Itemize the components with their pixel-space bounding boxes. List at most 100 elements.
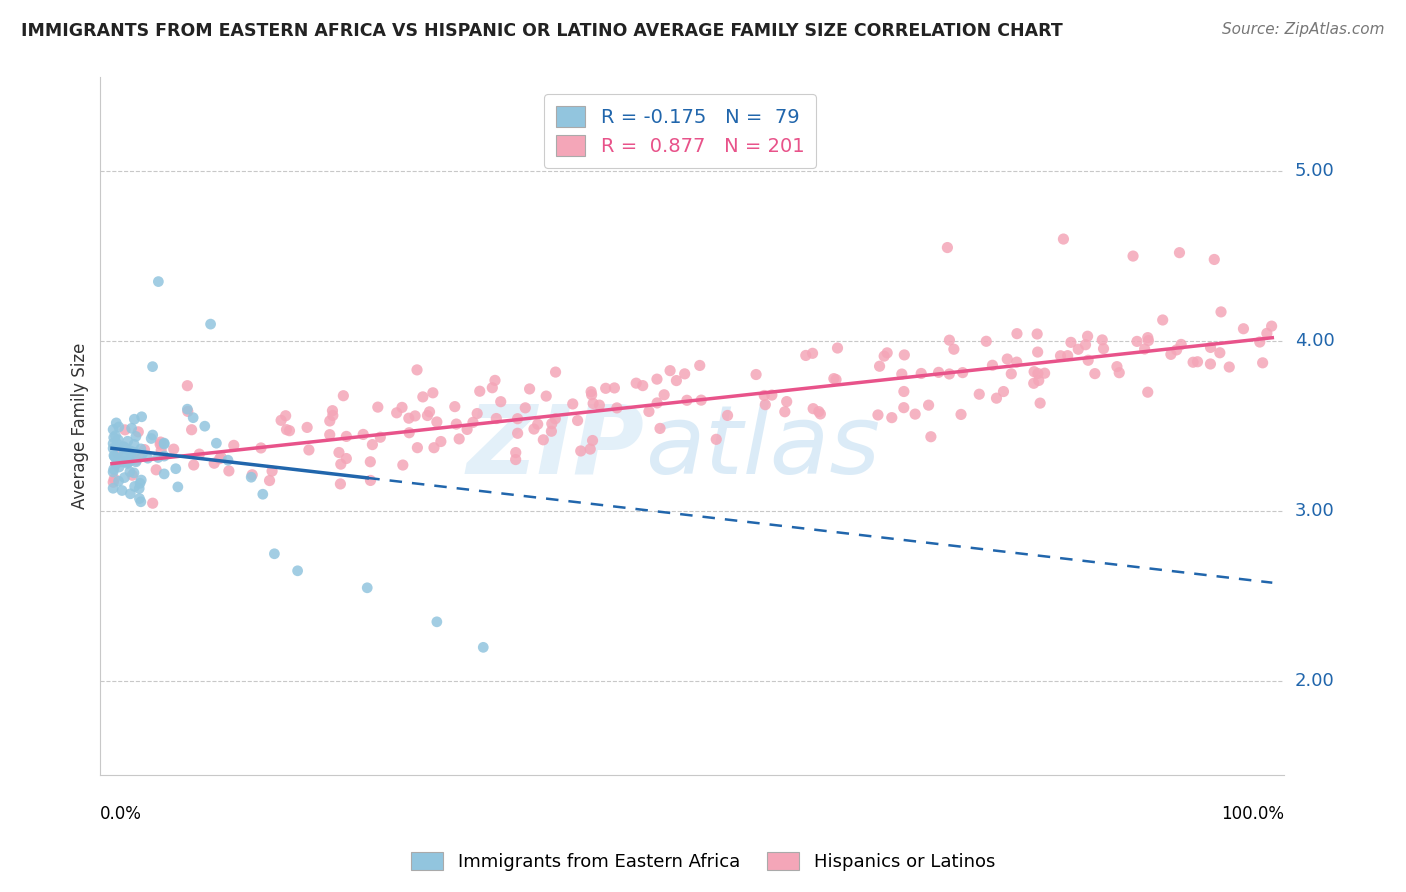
- Point: [359, 455, 381, 469]
- Point: [938, 367, 960, 381]
- Point: [142, 428, 165, 442]
- Point: [1022, 376, 1045, 391]
- Point: [1005, 355, 1028, 369]
- Point: [1000, 367, 1022, 381]
- Point: [1033, 366, 1056, 380]
- Point: [129, 473, 152, 487]
- Point: [188, 447, 211, 461]
- Point: [146, 450, 169, 465]
- Point: [952, 366, 974, 380]
- Point: [1249, 334, 1271, 349]
- Point: [153, 449, 176, 463]
- Point: [567, 413, 589, 427]
- Point: [1049, 349, 1071, 363]
- Point: [356, 581, 378, 595]
- Point: [801, 346, 824, 360]
- Point: [1026, 367, 1049, 381]
- Point: [218, 464, 240, 478]
- Point: [136, 451, 159, 466]
- Point: [149, 437, 172, 451]
- Text: 5.00: 5.00: [1295, 162, 1334, 180]
- Point: [534, 389, 557, 403]
- Point: [115, 442, 138, 456]
- Point: [761, 388, 783, 402]
- Point: [648, 421, 671, 435]
- Point: [274, 409, 297, 423]
- Point: [904, 407, 927, 421]
- Point: [111, 450, 134, 465]
- Point: [689, 359, 711, 373]
- Point: [108, 420, 131, 434]
- Point: [385, 406, 408, 420]
- Point: [1026, 326, 1049, 341]
- Point: [1026, 345, 1049, 359]
- Text: atlas: atlas: [645, 401, 880, 493]
- Point: [329, 477, 352, 491]
- Point: [631, 378, 654, 392]
- Point: [391, 401, 413, 415]
- Text: Source: ZipAtlas.com: Source: ZipAtlas.com: [1222, 22, 1385, 37]
- Point: [367, 400, 389, 414]
- Point: [335, 429, 357, 443]
- Point: [515, 401, 537, 415]
- Point: [484, 373, 506, 387]
- Point: [638, 404, 661, 418]
- Point: [129, 442, 152, 456]
- Text: ZIP: ZIP: [467, 401, 645, 493]
- Point: [176, 402, 198, 417]
- Point: [423, 441, 446, 455]
- Point: [1052, 232, 1074, 246]
- Point: [165, 461, 187, 475]
- Point: [531, 433, 554, 447]
- Point: [893, 348, 915, 362]
- Point: [1137, 334, 1160, 348]
- Point: [111, 455, 134, 469]
- Point: [876, 346, 898, 360]
- Point: [986, 391, 1008, 405]
- Point: [194, 419, 217, 434]
- Point: [1160, 347, 1182, 361]
- Point: [202, 456, 225, 470]
- Point: [665, 374, 688, 388]
- Point: [153, 467, 176, 481]
- Point: [111, 442, 134, 456]
- Point: [263, 547, 285, 561]
- Point: [335, 451, 357, 466]
- Point: [773, 405, 796, 419]
- Point: [1209, 345, 1232, 359]
- Point: [690, 393, 713, 408]
- Point: [1105, 359, 1128, 374]
- Point: [754, 398, 776, 412]
- Point: [406, 441, 429, 455]
- Point: [125, 455, 148, 469]
- Point: [180, 423, 202, 437]
- Point: [107, 474, 129, 488]
- Point: [579, 442, 602, 456]
- Y-axis label: Average Family Size: Average Family Size: [72, 343, 89, 509]
- Point: [153, 437, 176, 451]
- Point: [1122, 249, 1144, 263]
- Point: [104, 457, 127, 471]
- Point: [1077, 353, 1099, 368]
- Point: [287, 564, 309, 578]
- Point: [823, 371, 845, 385]
- Text: 100.0%: 100.0%: [1220, 805, 1284, 823]
- Point: [117, 434, 139, 449]
- Point: [183, 458, 205, 472]
- Point: [465, 407, 488, 421]
- Point: [456, 422, 478, 436]
- Point: [278, 424, 301, 438]
- Point: [893, 401, 915, 415]
- Point: [936, 241, 959, 255]
- Point: [1060, 335, 1083, 350]
- Point: [131, 447, 153, 461]
- Point: [120, 445, 142, 459]
- Point: [652, 388, 675, 402]
- Point: [1209, 305, 1232, 319]
- Point: [1028, 374, 1050, 388]
- Point: [1091, 333, 1114, 347]
- Point: [101, 436, 124, 450]
- Point: [321, 403, 343, 417]
- Point: [208, 451, 231, 466]
- Point: [426, 615, 449, 629]
